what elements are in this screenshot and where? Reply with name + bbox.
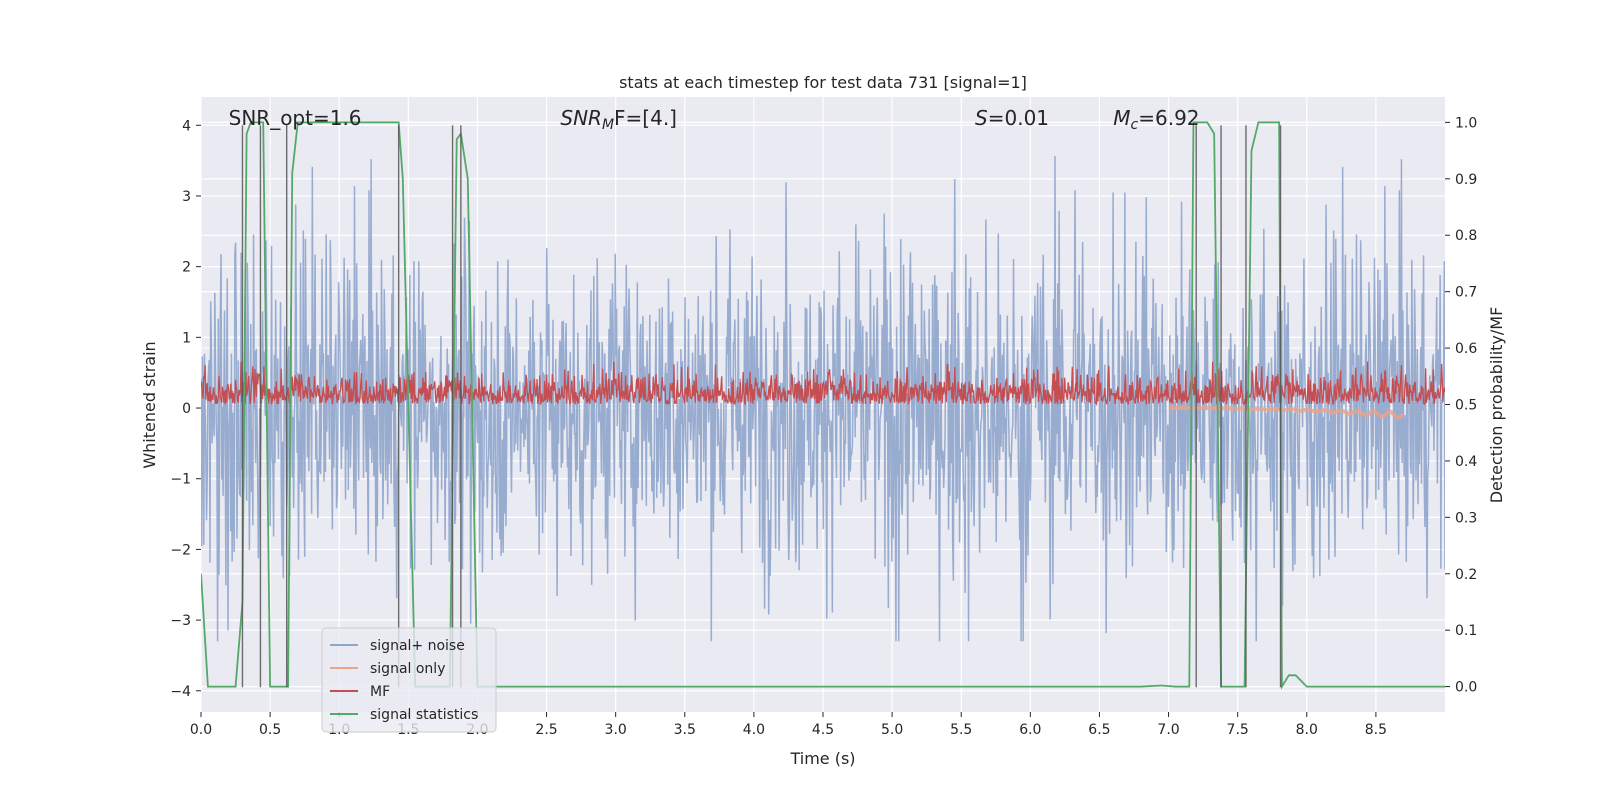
series-signal-statistics [201, 121, 1445, 690]
annotation-3: Mc=6.92 [1113, 106, 1199, 133]
x-tick-label: 6.0 [1019, 722, 1041, 738]
x-tick-label: 5.0 [881, 722, 903, 738]
x-tick-label: 6.5 [1088, 722, 1110, 738]
y-left-tick-label: −1 [170, 472, 191, 488]
x-tick-label: 0.5 [259, 722, 281, 738]
y-right-tick-label: 0.6 [1455, 341, 1477, 357]
annotation-0: SNR_opt=1.6 [229, 106, 362, 130]
x-tick-label: 8.5 [1365, 722, 1387, 738]
y-right-tick-label: 0.9 [1455, 172, 1477, 188]
y-left-tick-label: 4 [182, 118, 191, 134]
x-axis-label: Time (s) [789, 749, 855, 768]
x-tick-label: 2.5 [535, 722, 557, 738]
series-layer [201, 121, 1445, 690]
y-right-tick-label: 1.0 [1455, 115, 1477, 131]
y-left-tick-label: −3 [170, 613, 191, 629]
y-right-tick-label: 0.1 [1455, 623, 1477, 639]
y-axis-left-label: Whitened strain [140, 341, 159, 468]
legend-label: signal only [370, 661, 445, 677]
y-left-tick-label: 2 [182, 260, 191, 276]
y-right-tick-label: 0.7 [1455, 285, 1477, 301]
series-signal-noise [201, 156, 1445, 642]
y-left-tick-label: 3 [182, 189, 191, 205]
y-left-tick-label: 0 [182, 401, 191, 417]
x-tick-label: 3.5 [674, 722, 696, 738]
annotations: SNR_opt=1.6 SNRMF=[4.] S=0.01 Mc=6.92 [229, 106, 1200, 133]
chart-title: stats at each timestep for test data 731… [619, 73, 1027, 92]
y-right-tick-label: 0.4 [1455, 454, 1477, 470]
y-right-tick-label: 0.3 [1455, 510, 1477, 526]
series-signal-only [1168, 406, 1406, 421]
annotation-1: SNRMF=[4.] [560, 106, 677, 133]
x-tick-label: 7.5 [1227, 722, 1249, 738]
legend-box [321, 627, 497, 733]
y-left-tick-label: −2 [170, 542, 191, 558]
y-left-tick-label: −4 [170, 684, 191, 700]
x-tick-label: 4.0 [743, 722, 765, 738]
x-tick-label: 8.0 [1296, 722, 1318, 738]
legend-label: MF [370, 684, 390, 700]
legend: signal+ noise signal only MF signal statist… [321, 627, 497, 733]
x-tick-label: 5.5 [950, 722, 972, 738]
x-tick-label: 4.5 [812, 722, 834, 738]
y-left-tick-label: 1 [182, 330, 191, 346]
y-right-tick-label: 0.8 [1455, 228, 1477, 244]
axes: 0.00.51.01.52.02.53.03.54.04.55.05.56.06… [170, 115, 1477, 738]
y-right-tick-label: 0.0 [1455, 680, 1477, 696]
y-right-tick-label: 0.5 [1455, 398, 1477, 414]
legend-label: signal statistics [370, 707, 478, 723]
y-axis-right-label: Detection probability/MF [1487, 307, 1506, 504]
x-tick-label: 0.0 [190, 722, 212, 738]
y-right-tick-label: 0.2 [1455, 567, 1477, 583]
legend-label: signal+ noise [370, 638, 465, 654]
annotation-2: S=0.01 [975, 106, 1049, 130]
x-tick-label: 7.0 [1157, 722, 1179, 738]
x-tick-label: 3.0 [605, 722, 627, 738]
